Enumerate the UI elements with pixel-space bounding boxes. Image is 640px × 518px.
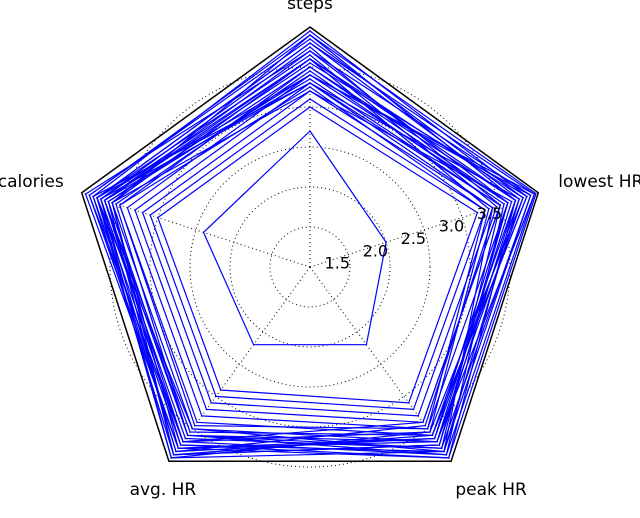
radar-series-polygon [88,38,524,443]
radial-tick-label: 1.5 [325,254,350,273]
radar-spoke [81,192,311,268]
axis-label: peak HR [455,480,527,500]
radar-grid [81,27,539,468]
radar-series-polygon [202,130,387,346]
radial-tick-label: 3.0 [439,217,464,236]
radar-series-polygon [115,70,505,456]
radar-series-polygon [103,62,528,436]
radar-series-polygon [111,34,517,456]
radial-tick-label: 3.5 [477,204,502,223]
radar-series-polygon [107,74,536,443]
radar-series-polygon [141,90,494,417]
radar-series-polygon [84,50,509,449]
radar-series-polygon [96,42,520,453]
radar-grid-ring [189,146,431,388]
radar-series-polygon [100,58,490,459]
radar-outer-frame [80,26,540,462]
radar-frame [80,26,540,462]
radar-grid-ring [269,226,351,308]
radar-series-group [84,30,537,459]
axis-label: lowest HR [558,172,640,192]
radar-series-polygon [103,78,501,443]
axis-labels: steps lowest HR peak HR avg. HR calories [0,0,640,500]
radar-spoke [309,192,539,268]
radial-tick-label: 2.5 [401,229,426,248]
axis-label: steps [287,0,333,14]
radial-tick-label: 2.0 [363,241,388,260]
axis-label: calories [0,172,64,192]
radar-series-polygon [149,98,486,411]
radar-grid-ring [229,186,391,348]
axis-label: avg. HR [130,480,197,500]
radial-tick-labels: 1.5 2.0 2.5 3.0 3.5 [325,204,503,272]
radar-series-polygon [157,106,479,404]
radar-series-polygon [119,86,486,430]
